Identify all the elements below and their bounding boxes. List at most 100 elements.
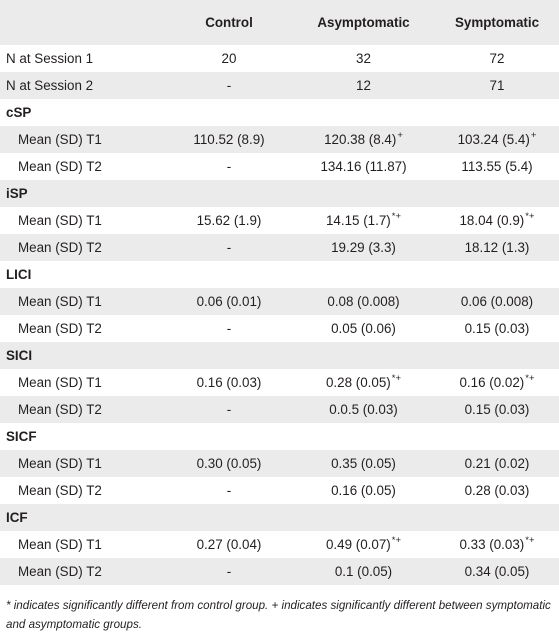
table-row: N at Session 2 - 12 71 [0,72,559,99]
table-cell: 72 [435,45,559,72]
cell-value: 72 [489,51,505,66]
header-row: Control Asymptomatic Symptomatic [0,0,559,45]
table-cell: - [166,72,292,99]
cell-value: 0.16 (0.05) [331,483,396,498]
cell-value: 103.24 (5.4) [457,132,530,147]
row-label: Mean (SD) T1 [18,294,102,309]
section-label: LICI [6,267,32,282]
table-row: Mean (SD) T1 0.30 (0.05) 0.35 (0.05) 0.21 (… [0,450,559,477]
table-row: Mean (SD) T2 - 0.0.5 (0.03) 0.15 (0.03) [0,396,559,423]
table-cell: 15.62 (1.9) [166,207,292,234]
cell-value: 32 [356,51,371,66]
significance-marker: *+ [525,534,535,546]
table-cell: 0.1 (0.05) [292,558,435,585]
cell-value: 0.28 (0.05) [325,375,391,390]
row-label: Mean (SD) T1 [18,213,102,228]
row-label: Mean (SD) T1 [18,456,102,471]
significance-marker: + [397,129,403,141]
cell-value: 0.0.5 (0.03) [329,402,398,417]
cell-value: 0.21 (0.02) [464,456,530,471]
row-label: Mean (SD) T1 [18,375,102,390]
cell-value: 15.62 (1.9) [196,213,262,228]
table-row: Mean (SD) T1 15.62 (1.9) 14.15 (1.7)*+ 18.0… [0,207,559,234]
table-cell: 103.24 (5.4)+ [435,126,559,153]
cell-value: 18.12 (1.3) [464,240,530,255]
table-row: Mean (SD) T2 - 134.16 (11.87) 113.55 (5.4) [0,153,559,180]
table-cell: 0.34 (0.05) [435,558,559,585]
section-label: cSP [6,105,32,120]
significance-marker: *+ [525,372,535,384]
table-cell: 0.49 (0.07)*+ [292,531,435,558]
table-cell: 0.30 (0.05) [166,450,292,477]
row-label: Mean (SD) T2 [18,564,102,579]
table-cell: 110.52 (8.9) [166,126,292,153]
cell-value: 0.05 (0.06) [331,321,396,336]
table-cell: 14.15 (1.7)*+ [292,207,435,234]
table-cell: 71 [435,72,559,99]
table-cell: 32 [292,45,435,72]
table-row: N at Session 1 20 32 72 [0,45,559,72]
cell-value: 0.06 (0.008) [460,294,534,309]
cell-value: 71 [489,78,505,93]
cell-value: 0.1 (0.05) [334,564,393,579]
table-cell: - [166,234,292,261]
table-cell: - [166,477,292,504]
table-footnote: * indicates significantly different from… [6,599,551,631]
section-label: SICF [6,429,37,444]
table-cell: 0.33 (0.03)*+ [435,531,559,558]
table-cell: 0.06 (0.01) [166,288,292,315]
section-row: SICI [0,342,559,369]
table-cell: - [166,315,292,342]
cell-value: 0.15 (0.03) [464,321,530,336]
table-cell: 0.15 (0.03) [435,396,559,423]
cell-value: - [226,159,232,174]
section-row: SICF [0,423,559,450]
cell-value: 120.38 (8.4) [324,132,397,147]
results-table: Control Asymptomatic Symptomatic N at Se… [0,0,559,585]
row-label: Mean (SD) T2 [18,159,102,174]
cell-value: 0.28 (0.03) [464,483,530,498]
row-label: Mean (SD) T2 [18,402,102,417]
table-cell: 0.16 (0.02)*+ [435,369,559,396]
cell-value: - [226,240,232,255]
table-cell: - [166,396,292,423]
row-label: N at Session 1 [6,51,94,66]
cell-value: - [226,564,232,579]
cell-value: 0.15 (0.03) [464,402,530,417]
table-cell: 12 [292,72,435,99]
significance-marker: *+ [391,534,401,546]
table-row: Mean (SD) T2 - 0.16 (0.05) 0.28 (0.03) [0,477,559,504]
table-cell: 20 [166,45,292,72]
cell-value: 0.16 (0.02) [459,375,525,390]
table-cell: 0.15 (0.03) [435,315,559,342]
table-cell: 134.16 (11.87) [292,153,435,180]
cell-value: 113.55 (5.4) [461,159,533,174]
cell-value: 0.30 (0.05) [196,456,262,471]
significance-marker: *+ [391,372,401,384]
row-label: Mean (SD) T1 [18,537,102,552]
table-row: Mean (SD) T1 110.52 (8.9) 120.38 (8.4)+ 103… [0,126,559,153]
table-row: Mean (SD) T2 - 0.05 (0.06) 0.15 (0.03) [0,315,559,342]
cell-value: - [226,483,232,498]
cell-value: 18.04 (0.9) [459,213,525,228]
header-cell-asymptomatic: Asymptomatic [317,15,410,30]
table-cell: 0.28 (0.03) [435,477,559,504]
table-cell: 0.08 (0.008) [292,288,435,315]
row-label: N at Session 2 [6,78,94,93]
table-cell: - [166,558,292,585]
table-cell: 0.28 (0.05)*+ [292,369,435,396]
table-row: Mean (SD) T2 - 19.29 (3.3) 18.12 (1.3) [0,234,559,261]
header-cell-control: Control [205,15,253,30]
header-cell-symptomatic: Symptomatic [454,15,540,30]
row-label: Mean (SD) T1 [18,132,102,147]
cell-value: 134.16 (11.87) [320,159,407,174]
header-cell-measure [0,0,166,45]
cell-value: - [226,321,232,336]
table-cell: 113.55 (5.4) [435,153,559,180]
cell-value: 110.52 (8.9) [193,132,265,147]
table-cell: 0.27 (0.04) [166,531,292,558]
cell-value: 0.33 (0.03) [459,537,525,552]
cell-value: - [226,402,232,417]
table-row: Mean (SD) T1 0.16 (0.03) 0.28 (0.05)*+ 0.16… [0,369,559,396]
cell-value: 19.29 (3.3) [331,240,396,255]
